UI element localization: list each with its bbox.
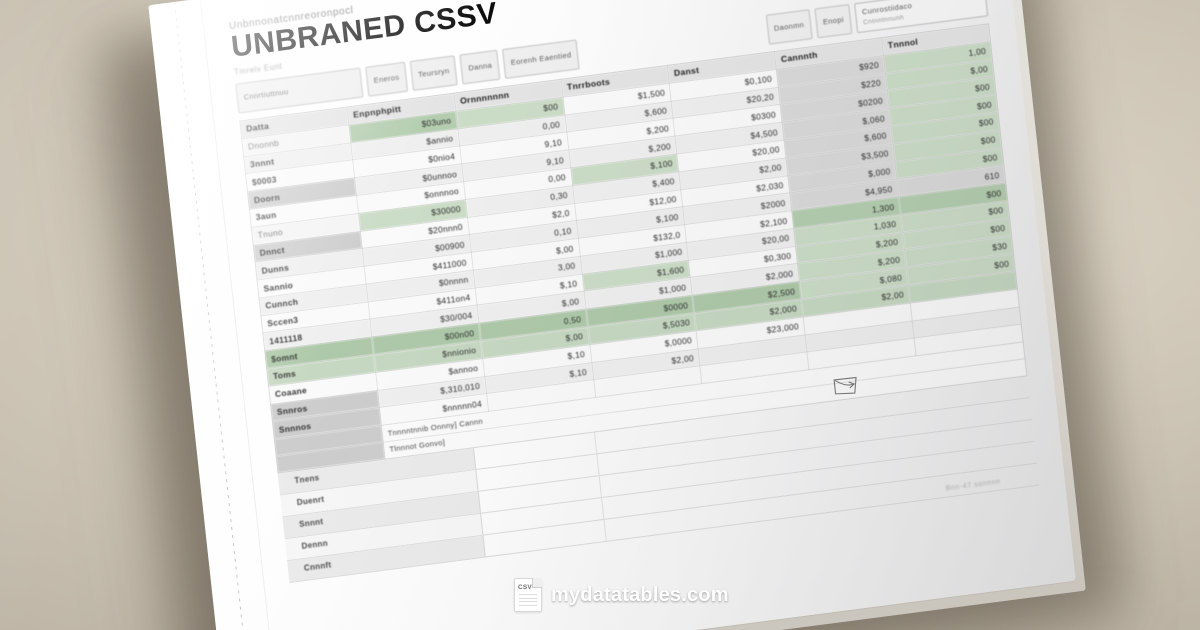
watermark-text: mydatatables.com [551, 583, 729, 606]
meta-box-value: Cntnntnnunh [862, 14, 905, 27]
csv-icon-fold [532, 578, 542, 588]
meta-chip-line1: Eorenh Eaentied [510, 50, 572, 68]
meta-chip: Eneros [365, 61, 408, 97]
meta-chip: Daonmn [765, 8, 813, 45]
paper-stack: Unbnnonatcnnreoronpocl UNBRANED CSSV Tmr… [148, 0, 1086, 630]
csv-icon-label: CSV [518, 584, 532, 591]
meta-chip: Enopi [814, 3, 853, 39]
meta-box-label: Cunrostiidaco [861, 0, 913, 17]
csv-file-icon: CSV [514, 578, 542, 612]
document-content: Unbnnonatcnnreoronpocl UNBRANED CSSV Tmr… [228, 0, 1049, 630]
csv-icon-lines [519, 594, 537, 608]
printed-page: Unbnnonatcnnreoronpocl UNBRANED CSSV Tmr… [148, 0, 1076, 630]
meta-chip-line1: Enopi [822, 15, 845, 27]
meta-chip-line1: Daonmn [773, 20, 805, 34]
meta-chip: Danna [459, 49, 501, 85]
meta-chip-line1: Teursryn [417, 66, 450, 80]
meta-chip: Eorenh Eaentied [502, 39, 581, 80]
meta-chip: Teursryn [409, 54, 459, 92]
meta-chip-line1: Danna [467, 60, 493, 73]
watermark: CSV mydatatables.com [514, 578, 729, 612]
meta-chip-line1: Eneros [373, 72, 400, 86]
meta-chip-line1: Cnnrtiuttnuu [243, 87, 289, 102]
